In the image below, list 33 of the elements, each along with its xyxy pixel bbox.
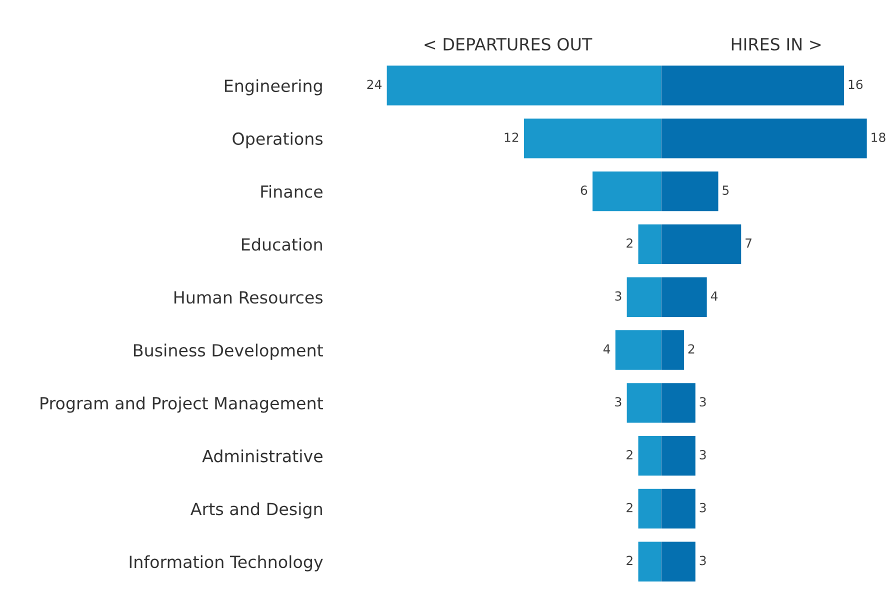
data-label: 24 [367,80,382,89]
y-tick-label: Information Technology [130,555,323,572]
data-label: 16 [848,80,863,90]
data-label: 6 [580,185,588,195]
data-label: 2 [626,238,632,248]
data-label: 7 [746,238,752,248]
data-label: 2 [626,556,632,566]
data-label: 18 [872,132,886,142]
y-tick-label: Finance [261,184,322,198]
y-tick-label: Arts and Design [190,502,322,519]
data-label: 3 [700,397,706,407]
data-label: 3 [700,556,706,566]
data-label: 4 [710,291,718,301]
data-label: 2 [626,450,632,460]
y-tick-label: Human Resources [174,291,323,304]
data-label: 4 [603,344,610,354]
data-label: 3 [700,502,706,512]
series-label: HIRES IN > [732,38,821,51]
data-label: 3 [700,450,706,460]
data-label: 2 [688,344,694,354]
y-tick-label: Operations [232,132,323,148]
y-tick-label: Education [242,238,322,251]
data-label: 3 [615,291,622,301]
data-label: 3 [615,397,622,407]
y-tick-label: Program and Project Management [40,396,323,413]
data-label: 5 [722,186,729,195]
bar [638,224,662,264]
data-label: 12 [504,132,518,142]
y-tick-label: Administrative [202,449,322,462]
series-label: < DEPARTURES OUT [424,38,592,51]
y-tick-label: Engineering [224,79,322,96]
y-tick-label: Business Development [134,344,323,360]
data-label: 2 [626,502,632,512]
